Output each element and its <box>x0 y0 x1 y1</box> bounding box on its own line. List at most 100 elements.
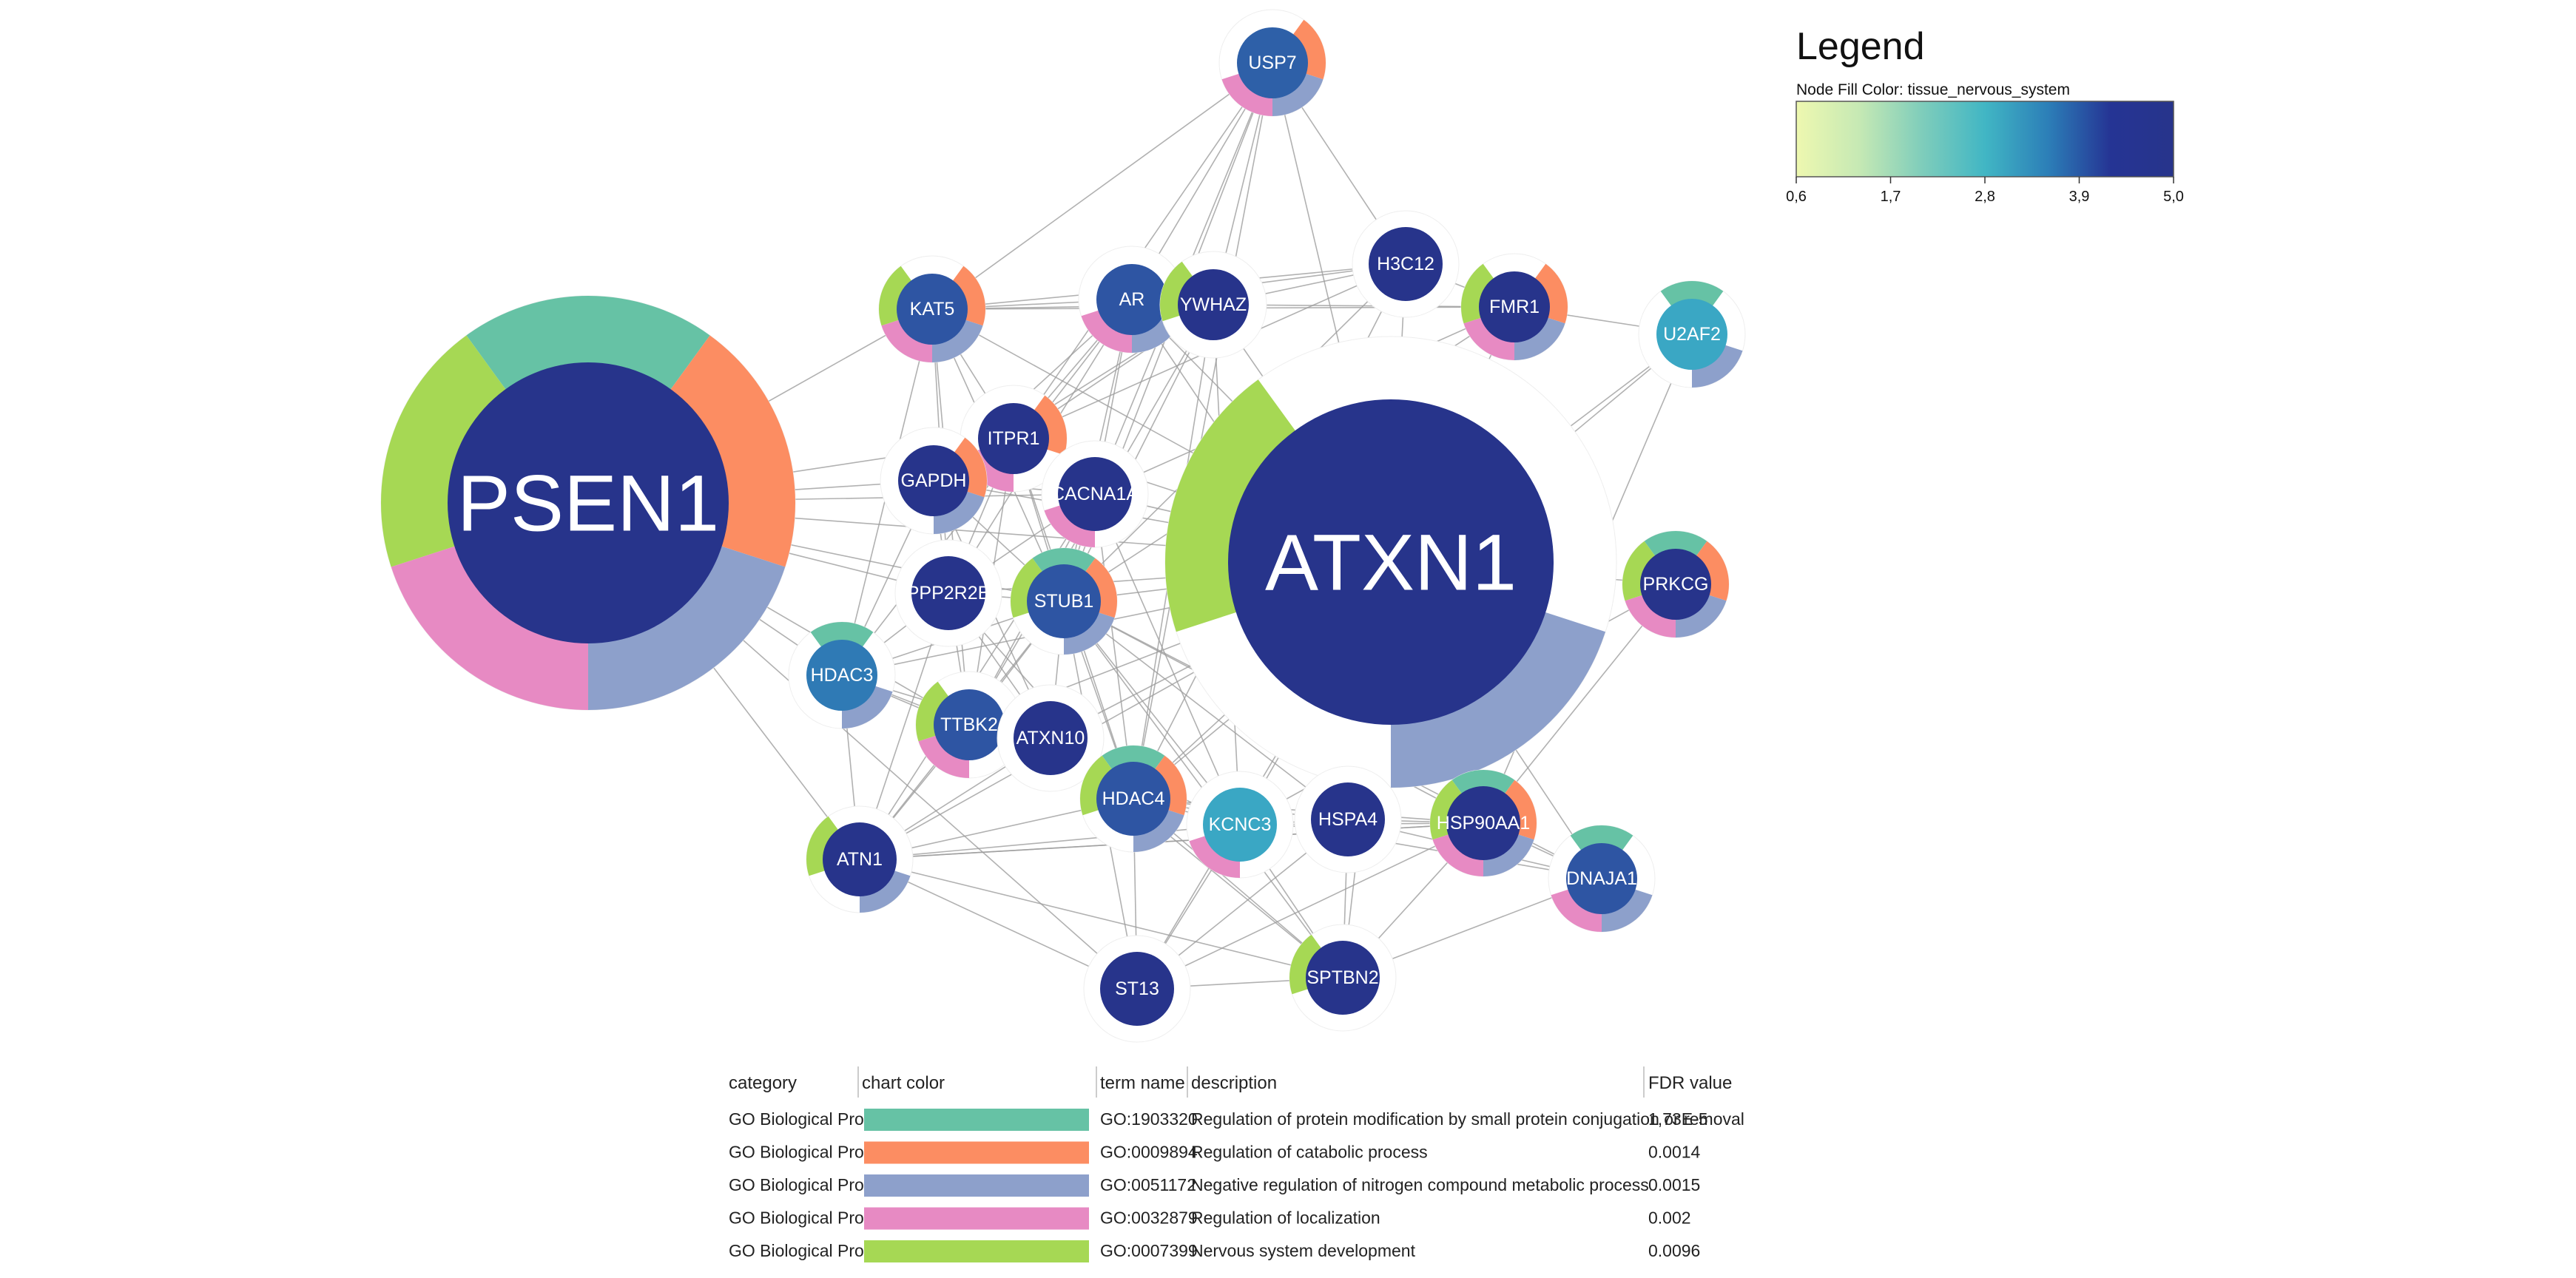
node-prkcg[interactable]: PRKCG <box>1622 530 1730 638</box>
node-label: FMR1 <box>1489 297 1540 317</box>
node-label: TTBK2 <box>940 714 998 735</box>
table-row: GO Biological Process GO:0051172Negative … <box>729 1174 1700 1197</box>
enrichment-sector-GO:1903320 <box>1451 769 1515 795</box>
node-label: STUB1 <box>1034 591 1094 612</box>
node-label: ST13 <box>1115 978 1159 999</box>
table-cell-description: Nervous system development <box>1191 1241 1416 1260</box>
enrichment-sector-GO:0051172 <box>1602 889 1653 932</box>
enrichment-sector-GO:0051172 <box>1133 809 1184 852</box>
enrichment-sector-GO:0051172 <box>842 686 893 728</box>
enrichment-sector-GO:0007399 <box>1165 379 1296 632</box>
enrichment-sector-GO:0009894 <box>670 335 795 567</box>
table-cell-fdr: 0.0014 <box>1648 1143 1701 1162</box>
node-core <box>1237 27 1308 98</box>
edge-ATN1-SPTBN2 <box>859 859 1343 978</box>
node-label: PRKCG <box>1643 574 1709 595</box>
enrichment-sector-GO:0007399 <box>1160 261 1193 322</box>
table-cell-fdr: 1,73E-5 <box>1648 1109 1708 1129</box>
node-hspa4[interactable]: HSPA4 <box>1294 765 1402 873</box>
enrichment-sector-GO:0051172 <box>1514 317 1565 360</box>
node-core <box>1311 782 1385 856</box>
node-core <box>897 274 968 345</box>
enrichment-sector-GO:0009894 <box>1085 558 1117 618</box>
node-layer: PSEN1 ATXN1 USP7 KAT5 AR YWHAZ H3C12 FMR1 U2AF2 I… <box>380 9 1746 1043</box>
edge-USP7-KAT5 <box>931 62 1273 310</box>
node-core <box>1228 399 1554 725</box>
legend-color-bar <box>1796 101 2174 178</box>
enrichment-sector-GO:1903320 <box>1570 825 1633 851</box>
enrichment-table: category chart color term name description F… <box>721 1065 1744 1272</box>
edge-USP7-HDAC4 <box>1133 62 1273 799</box>
table-cell-term: GO:0007399 <box>1100 1241 1198 1260</box>
table-row: GO Biological Process GO:1903320Regulatio… <box>729 1109 1744 1131</box>
node-ppp2r2b[interactable]: PPP2R2B <box>894 539 1002 647</box>
legend-ticks: 0,6 1,7 2,8 3,9 5,0 <box>1786 177 2184 205</box>
enrichment-sector-GO:0032879 <box>1189 835 1240 879</box>
node-hsp90aa1[interactable]: HSP90AA1 <box>1429 769 1537 877</box>
node-ar[interactable]: AR <box>1078 246 1186 354</box>
node-usp7[interactable]: USP7 <box>1218 9 1326 117</box>
node-core <box>806 640 877 711</box>
table-background <box>721 1065 1731 1272</box>
node-label: YWHAZ <box>1180 294 1247 315</box>
node-dnaja1[interactable]: DNAJA1 <box>1548 825 1656 933</box>
table-cell-description: Regulation of protein modification by sm… <box>1191 1109 1744 1129</box>
node-label: ITPR1 <box>988 428 1040 449</box>
node-kat5[interactable]: KAT5 <box>878 255 986 363</box>
node-fmr1[interactable]: FMR1 <box>1460 253 1568 361</box>
node-core <box>911 556 985 630</box>
node-hdac3[interactable]: HDAC3 <box>788 621 896 729</box>
table-cell-term: GO:0032879 <box>1100 1208 1198 1228</box>
enrichment-sector-GO:0007399 <box>879 266 912 326</box>
node-cacna1a[interactable]: CACNA1A <box>1041 440 1149 548</box>
node-label: KCNC3 <box>1209 814 1272 835</box>
edge-CACNA1A-KCNC3 <box>1094 493 1241 825</box>
node-sptbn2[interactable]: SPTBN2 <box>1289 924 1397 1032</box>
enrichment-sector-GO:0032879 <box>1625 595 1676 638</box>
node-label: PPP2R2B <box>907 583 991 604</box>
node-kcnc3[interactable]: KCNC3 <box>1186 771 1294 879</box>
enrichment-sector-GO:0032879 <box>391 546 588 710</box>
table-cell-chart-color <box>864 1141 1089 1164</box>
node-core <box>1100 952 1174 1026</box>
legend-tick-label: 5,0 <box>2163 189 2184 205</box>
enrichment-sector-GO:0009894 <box>1034 395 1067 456</box>
node-st13[interactable]: ST13 <box>1083 935 1191 1043</box>
node-label: GAPDH <box>901 470 967 491</box>
enrichment-sector-GO:0032879 <box>1081 310 1132 353</box>
enrichment-sector-GO:1903320 <box>1032 548 1096 573</box>
node-u2af2[interactable]: U2AF2 <box>1638 280 1746 388</box>
node-atn1[interactable]: ATN1 <box>806 805 914 913</box>
node-atxn1[interactable]: ATXN1 <box>1164 336 1617 788</box>
node-label: U2AF2 <box>1663 324 1721 345</box>
node-gapdh[interactable]: GAPDH <box>880 427 988 535</box>
node-hdac4[interactable]: HDAC4 <box>1079 745 1187 853</box>
node-core <box>934 689 1005 760</box>
node-label: USP7 <box>1248 53 1296 73</box>
node-ywhaz[interactable]: YWHAZ <box>1159 251 1267 359</box>
enrichment-sector-GO:0007399 <box>1430 780 1463 840</box>
node-itpr1[interactable]: ITPR1 <box>960 385 1068 493</box>
node-h3c12[interactable]: H3C12 <box>1352 210 1460 318</box>
enrichment-sector-GO:0009894 <box>1504 780 1537 840</box>
node-label: DNAJA1 <box>1566 868 1637 889</box>
table-header-cell: chart color <box>862 1073 945 1093</box>
enrichment-sector-GO:0007399 <box>806 816 839 876</box>
node-psen1[interactable]: PSEN1 <box>380 295 796 711</box>
node-ttbk2[interactable]: TTBK2 <box>915 671 1023 779</box>
node-label: ATN1 <box>837 849 883 870</box>
table-row: GO Biological Process GO:0032879Regulatio… <box>729 1207 1691 1230</box>
node-atxn10[interactable]: ATXN10 <box>997 684 1105 792</box>
node-core <box>448 362 729 643</box>
enrichment-sector-GO:0009894 <box>1696 541 1729 601</box>
node-core <box>1014 701 1088 775</box>
node-stub1[interactable]: STUB1 <box>1010 547 1118 655</box>
edge-AR-HDAC3 <box>841 299 1133 676</box>
table-cell-chart-color <box>864 1174 1089 1197</box>
enrichment-sector-GO:0032879 <box>1432 834 1483 876</box>
table-cell-term: GO:1903320 <box>1100 1109 1198 1129</box>
enrichment-sector-GO:0051172 <box>934 491 985 534</box>
table-cell-fdr: 0.0015 <box>1648 1175 1700 1194</box>
